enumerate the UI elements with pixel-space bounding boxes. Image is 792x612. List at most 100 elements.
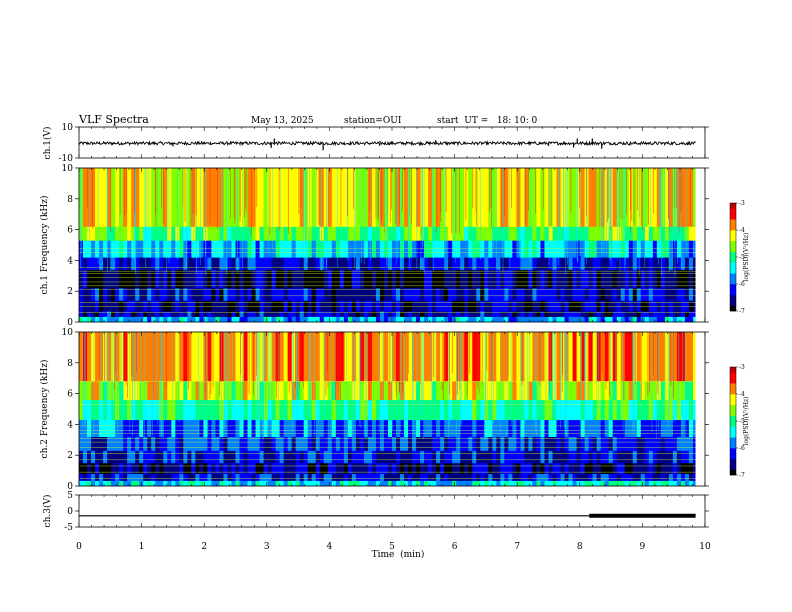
s2-cell: [355, 332, 361, 382]
s1-cell: [416, 168, 421, 227]
s2-cell: [428, 462, 433, 474]
s1-cell: [183, 269, 188, 289]
s1-cell: [528, 288, 533, 301]
s1-cell: [207, 269, 212, 289]
s1-cell: [636, 288, 642, 301]
s2-cell: [400, 399, 405, 421]
s2-cell: [560, 436, 565, 451]
s2-cell: [604, 332, 610, 382]
s2-cell: [183, 419, 188, 438]
s1-cell: [676, 288, 682, 301]
s2-cell: [524, 399, 529, 421]
s1-cell: [492, 311, 497, 317]
s1-cell: [107, 316, 112, 323]
s1-cell: [311, 269, 317, 289]
s2-cell: [123, 419, 128, 438]
s1-cell: [115, 257, 120, 270]
s2-cell: [303, 450, 309, 464]
s2-cell: [239, 381, 244, 401]
s2-cell: [500, 462, 505, 474]
s2-cell: [143, 332, 148, 382]
s1-cell: [123, 300, 128, 312]
s1-cell: [488, 168, 493, 227]
s1-cell: [480, 311, 485, 317]
s1-cell: [476, 269, 481, 289]
s1-cell: [183, 168, 188, 227]
s2-cell: [271, 419, 277, 438]
s2-cell: [251, 450, 256, 464]
s1-cell: [323, 288, 329, 301]
s1-cell: [392, 311, 397, 317]
s1-cell: [452, 257, 457, 270]
s1-cell: [456, 168, 461, 227]
s2-cell: [488, 436, 493, 451]
s1-cell: [428, 288, 433, 301]
s2-cell: [287, 450, 293, 464]
s2-cell: [508, 381, 513, 401]
s1-cell: [383, 288, 389, 301]
s2-cell: [656, 462, 662, 474]
s2-cell: [163, 381, 168, 401]
s1-cell: [247, 288, 252, 301]
s2-cell: [424, 381, 429, 401]
time-tick-label: 6: [452, 542, 458, 552]
s2-cell: [163, 332, 168, 382]
s2-cell: [536, 462, 541, 474]
s1-cell: [171, 226, 176, 241]
s1-cell: [532, 288, 537, 301]
s1-cell: [347, 168, 353, 227]
s2-cell: [207, 450, 212, 464]
s1-cell: [468, 288, 473, 301]
cb1-swatch: [730, 267, 736, 271]
s1-cell: [528, 168, 533, 227]
s2-cell: [259, 462, 264, 474]
s1-cell: [684, 300, 690, 312]
s1-cell: [636, 316, 642, 323]
s1-cell: [307, 257, 313, 270]
s2-cell: [215, 399, 220, 421]
s2-cell: [231, 462, 236, 474]
s1-cell: [311, 316, 317, 323]
cb1-tick-label: -7: [739, 308, 745, 315]
s2-cell: [408, 480, 413, 487]
s2-cell: [99, 419, 104, 438]
s2-cell: [588, 332, 594, 382]
s2-cell: [480, 332, 485, 382]
s1-cell: [263, 300, 268, 312]
s2-cell: [652, 332, 658, 382]
s1-cell: [404, 316, 409, 323]
s1-cell: [363, 269, 369, 289]
s1-cell: [624, 226, 630, 241]
s1-cell: [351, 311, 357, 317]
s2-cell: [179, 419, 184, 438]
s2-cell: [688, 332, 694, 382]
s1-cell: [279, 311, 285, 317]
s2-cell: [624, 450, 630, 464]
s2-cell: [560, 473, 565, 481]
s1-cell: [432, 168, 437, 227]
s2-cell: [223, 436, 228, 451]
s2-cell: [536, 436, 541, 451]
s1-cell: [203, 168, 208, 227]
s2-cell: [135, 450, 140, 464]
s2-cell: [167, 419, 172, 438]
s1-cell: [636, 300, 642, 312]
s2-cell: [676, 450, 682, 464]
s2-cell: [692, 399, 696, 421]
s1-cell: [127, 269, 132, 289]
s2-cell: [572, 436, 577, 451]
s2-cell: [375, 462, 381, 474]
s1-cell: [672, 269, 678, 289]
s1-cell: [203, 316, 208, 323]
s2-cell: [99, 381, 104, 401]
s1-cell: [375, 269, 381, 289]
s2-cell: [572, 473, 577, 481]
s1-cell: [315, 226, 321, 241]
s2-cell: [416, 480, 421, 487]
s2-cell: [596, 436, 602, 451]
s1-cell: [131, 288, 136, 301]
s2-cell: [127, 480, 132, 487]
s1-cell: [632, 168, 638, 227]
s2-cell: [307, 450, 313, 464]
s2-cell: [311, 419, 317, 438]
